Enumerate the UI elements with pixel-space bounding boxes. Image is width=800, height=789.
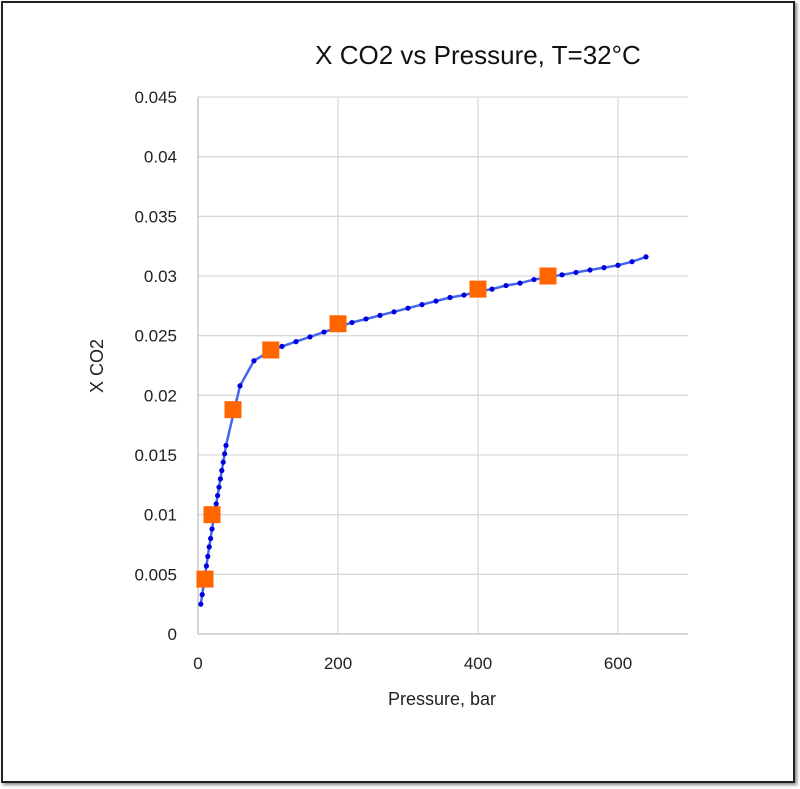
- model-point: [349, 319, 355, 326]
- model-point: [531, 276, 537, 283]
- model-point: [517, 280, 523, 286]
- model-point: [559, 272, 565, 278]
- model-point: [222, 451, 228, 457]
- model-point: [213, 501, 219, 507]
- experimental-point: [224, 401, 242, 419]
- model-point: [220, 459, 226, 465]
- model-point: [447, 294, 453, 301]
- experimental-point: [539, 267, 557, 285]
- model-point: [251, 358, 257, 364]
- y-axis-label: X CO2: [87, 339, 107, 393]
- model-point: [433, 298, 439, 304]
- model-point: [601, 265, 607, 271]
- model-point: [215, 492, 221, 499]
- model-point: [643, 254, 649, 260]
- model-point: [363, 316, 369, 322]
- model-point: [279, 343, 285, 350]
- model-point: [206, 544, 212, 550]
- model-point: [377, 312, 383, 318]
- x-tick-label: 600: [604, 654, 632, 673]
- y-tick-label: 0.04: [144, 148, 177, 167]
- y-tick-label: 0: [168, 625, 177, 644]
- experimental-point: [469, 280, 487, 298]
- experimental-point: [203, 506, 221, 524]
- model-point: [203, 563, 209, 569]
- model-point: [293, 339, 299, 345]
- y-tick-label: 0.025: [134, 327, 177, 346]
- experimental-point: [262, 341, 280, 359]
- model-point: [503, 282, 509, 289]
- y-tick-label: 0.03: [144, 267, 177, 286]
- model-point: [461, 292, 467, 298]
- experimental-point: [196, 570, 214, 588]
- y-tick-label: 0.02: [144, 386, 177, 405]
- experimental-point: [329, 315, 347, 333]
- model-point: [573, 269, 579, 276]
- model-point: [419, 302, 425, 308]
- y-tick-label: 0.005: [134, 565, 177, 584]
- model-point: [223, 442, 229, 449]
- tick-labels: 0 0.005 0.01 0.015 0.02 0.025 0.03 0.035 0.04 0.0…: [134, 88, 632, 673]
- model-point: [208, 535, 214, 542]
- model-point: [615, 262, 621, 268]
- model-point: [237, 383, 243, 389]
- y-tick-label: 0.045: [134, 88, 177, 107]
- chart-title: X CO2 vs Pressure, T=32°C: [315, 40, 641, 70]
- x-tick-label: 400: [464, 654, 492, 673]
- model-point: [198, 601, 204, 607]
- model-point: [587, 267, 593, 273]
- model-point: [321, 329, 327, 335]
- model-point: [199, 592, 205, 598]
- y-tick-label: 0.01: [144, 506, 177, 525]
- model-point: [216, 484, 222, 490]
- model-point: [217, 476, 223, 482]
- model-point: [219, 467, 225, 474]
- x-axis-label: Pressure, bar: [388, 689, 496, 709]
- y-tick-label: 0.015: [134, 446, 177, 465]
- model-point: [489, 286, 495, 292]
- model-point: [391, 309, 397, 315]
- model-point: [209, 526, 215, 532]
- gridlines: [197, 96, 688, 635]
- model-point: [205, 553, 211, 560]
- series: [196, 254, 649, 607]
- model-point: [307, 334, 313, 340]
- model-point: [405, 305, 411, 311]
- y-tick-label: 0.035: [134, 207, 177, 226]
- x-tick-label: 0: [193, 654, 202, 673]
- model-line: [199, 255, 647, 605]
- x-tick-label: 200: [324, 654, 352, 673]
- model-point: [629, 259, 635, 265]
